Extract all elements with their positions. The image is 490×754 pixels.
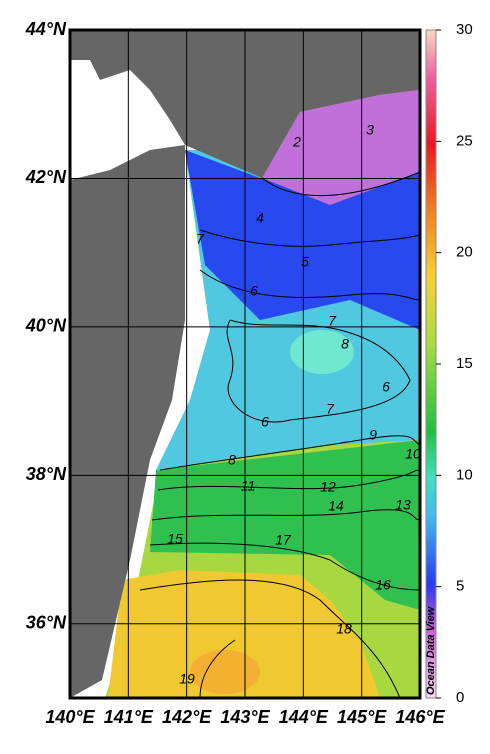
contour-label: 9: [369, 427, 377, 443]
contour-label: 14: [328, 498, 344, 514]
colorbar-tick-label: 25: [456, 132, 473, 149]
contour-label: 7: [196, 231, 205, 247]
contour-line: [199, 229, 421, 247]
lat-tick-label: 36°N: [26, 613, 67, 633]
contour-line: [157, 469, 421, 491]
contour-label: 7: [326, 401, 335, 417]
lon-tick-label: 141°E: [104, 707, 154, 727]
contour-label: 15: [167, 531, 183, 547]
warm-region: [108, 570, 380, 698]
green-band: [150, 440, 420, 610]
contour-line: [149, 542, 421, 591]
contour-line: [151, 509, 421, 521]
contour-label: 10: [405, 446, 421, 462]
contour-line: [159, 435, 421, 471]
contour-line: [199, 639, 236, 699]
watermark: Ocean Data View: [425, 605, 437, 695]
contour-label: 17: [275, 532, 292, 548]
contour-label: 19: [179, 671, 195, 687]
contour-label: 18: [336, 621, 352, 637]
lat-tick-label: 44°N: [25, 19, 67, 39]
contour-label: 5: [301, 254, 309, 270]
contour-label: 8: [228, 452, 236, 468]
lon-tick-label: 146°E: [395, 707, 445, 727]
contour-label: 6: [250, 283, 258, 299]
colorbar-tick-label: 10: [456, 466, 473, 483]
lat-tick-label: 38°N: [26, 464, 67, 484]
contour-label: 13: [395, 497, 411, 513]
lat-tick-label: 40°N: [25, 316, 67, 336]
contour-line: [139, 579, 401, 699]
colorbar-tick-label: 30: [456, 21, 473, 38]
land: [70, 145, 185, 698]
colorbar-tick-label: 0: [456, 689, 464, 706]
lon-tick-label: 143°E: [220, 707, 270, 727]
lon-tick-label: 145°E: [337, 707, 387, 727]
colorbar-tick-label: 20: [456, 244, 473, 261]
colorbar-tick-label: 15: [456, 355, 473, 372]
colorbar-tick-label: 5: [456, 578, 464, 595]
contour-label: 6: [382, 379, 390, 395]
contour-label: 8: [341, 336, 349, 352]
contour-label: 4: [256, 210, 264, 226]
contour-label: 2: [292, 134, 301, 150]
contour-label: 16: [375, 577, 391, 593]
warm-core: [190, 650, 260, 694]
contour-label: 12: [320, 479, 336, 495]
map-field: [70, 30, 420, 698]
contour-label: 6: [261, 414, 269, 430]
contour-label: 11: [241, 478, 256, 494]
lat-tick-label: 42°N: [25, 167, 67, 187]
contour-line: [261, 171, 421, 197]
colorbar: [425, 29, 437, 699]
contour-line: [226, 319, 411, 423]
contour-label: 3: [366, 122, 374, 138]
lon-tick-label: 144°E: [279, 707, 329, 727]
lon-tick-label: 142°E: [162, 707, 212, 727]
cyan-core: [290, 330, 354, 374]
contour-line: [199, 269, 421, 301]
contour-label: 7: [328, 313, 337, 329]
lon-tick-label: 140°E: [45, 707, 95, 727]
magenta-region: [262, 90, 420, 205]
